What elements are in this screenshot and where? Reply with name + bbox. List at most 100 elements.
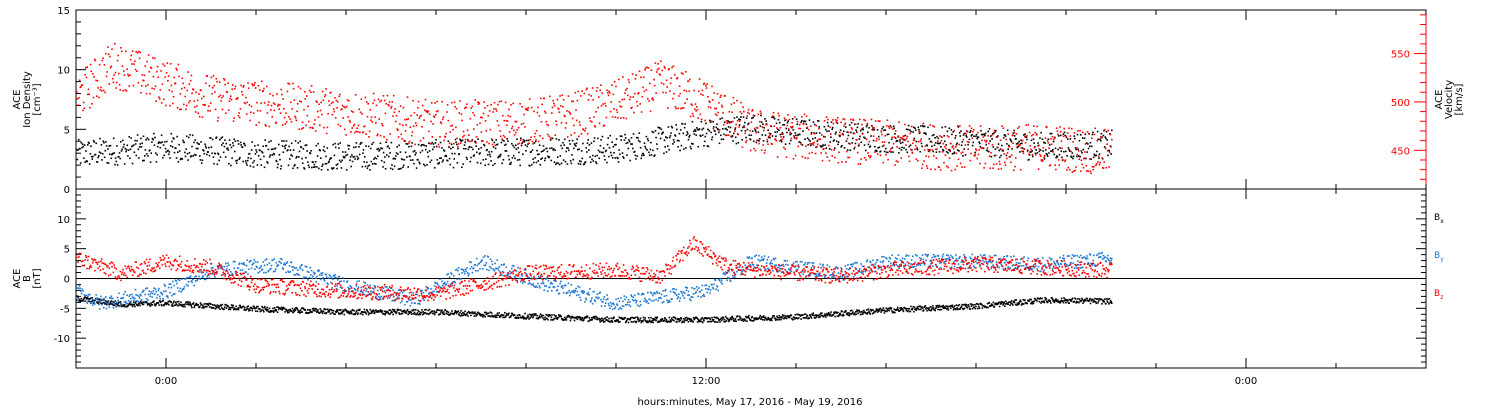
data-point <box>963 134 965 136</box>
data-point <box>993 164 995 166</box>
data-point <box>141 85 143 87</box>
data-point <box>917 149 919 151</box>
data-point <box>441 310 443 312</box>
data-point <box>855 129 857 131</box>
data-point <box>274 307 276 309</box>
data-point <box>949 157 951 159</box>
data-point <box>486 141 488 143</box>
data-point <box>884 141 886 143</box>
data-point <box>480 163 482 165</box>
data-point <box>289 158 291 160</box>
data-point <box>237 97 239 99</box>
data-point <box>385 103 387 105</box>
data-point <box>392 314 394 316</box>
data-point <box>650 317 652 319</box>
data-point <box>590 95 592 97</box>
data-point <box>516 121 518 123</box>
data-point <box>699 78 701 80</box>
data-point <box>363 161 365 163</box>
data-point <box>276 93 278 95</box>
data-point <box>419 163 421 165</box>
data-point <box>979 307 981 309</box>
data-point <box>418 311 420 313</box>
data-point <box>1052 149 1054 151</box>
data-point <box>224 139 226 141</box>
data-point <box>456 138 458 140</box>
data-point <box>528 316 530 318</box>
data-point <box>828 125 830 127</box>
data-point <box>653 79 655 81</box>
data-point <box>161 135 163 137</box>
data-point <box>866 139 868 141</box>
y2-axis-title-line: [km/s] <box>1454 83 1465 115</box>
data-point <box>371 144 373 146</box>
data-point <box>1015 157 1017 159</box>
data-point <box>503 140 505 142</box>
data-point <box>605 317 607 319</box>
data-point <box>536 162 538 164</box>
data-point <box>784 117 786 119</box>
data-point <box>800 128 802 130</box>
data-point <box>307 106 309 108</box>
data-point <box>963 139 965 141</box>
data-point <box>172 103 174 105</box>
data-point <box>590 161 592 163</box>
data-point <box>225 156 227 158</box>
data-point <box>533 162 535 164</box>
data-point <box>753 114 755 116</box>
data-point <box>428 156 430 158</box>
data-point <box>1086 165 1088 167</box>
data-point <box>836 120 838 122</box>
data-point <box>631 321 633 323</box>
data-point <box>773 125 775 127</box>
data-point <box>657 69 659 71</box>
data-point <box>200 141 202 143</box>
data-point <box>1061 157 1063 159</box>
data-point <box>853 120 855 122</box>
data-point <box>534 136 536 138</box>
data-point <box>1048 147 1050 149</box>
data-point <box>897 140 899 142</box>
data-point <box>649 83 651 85</box>
data-point <box>528 142 530 144</box>
data-point <box>1099 162 1101 164</box>
data-point <box>294 116 296 118</box>
data-point <box>686 319 688 321</box>
data-point <box>182 158 184 160</box>
data-point <box>504 136 506 138</box>
data-point <box>811 152 813 154</box>
data-point <box>584 130 586 132</box>
data-point <box>153 133 155 135</box>
data-point <box>606 162 608 164</box>
data-point <box>261 164 263 166</box>
data-point <box>1017 142 1019 144</box>
data-point <box>140 138 142 140</box>
data-point <box>227 82 229 84</box>
data-point <box>716 123 718 125</box>
data-point <box>321 165 323 167</box>
data-point <box>677 146 679 148</box>
data-point <box>429 161 431 163</box>
data-point <box>384 162 386 164</box>
data-point <box>288 165 290 167</box>
data-point <box>816 132 818 134</box>
data-point <box>264 139 266 141</box>
data-point <box>921 167 923 169</box>
data-point <box>369 109 371 111</box>
data-point <box>392 115 394 117</box>
data-point <box>990 152 992 154</box>
data-point <box>148 54 150 56</box>
data-point <box>651 69 653 71</box>
data-point <box>234 151 236 153</box>
data-point <box>1110 134 1112 136</box>
data-point <box>518 317 520 319</box>
data-point <box>298 128 300 130</box>
data-point <box>523 114 525 116</box>
data-point <box>582 143 584 145</box>
data-point <box>533 315 535 317</box>
data-point <box>338 96 340 98</box>
data-point <box>225 112 227 114</box>
data-point <box>186 136 188 138</box>
data-point <box>296 156 298 158</box>
data-point <box>1076 156 1078 158</box>
